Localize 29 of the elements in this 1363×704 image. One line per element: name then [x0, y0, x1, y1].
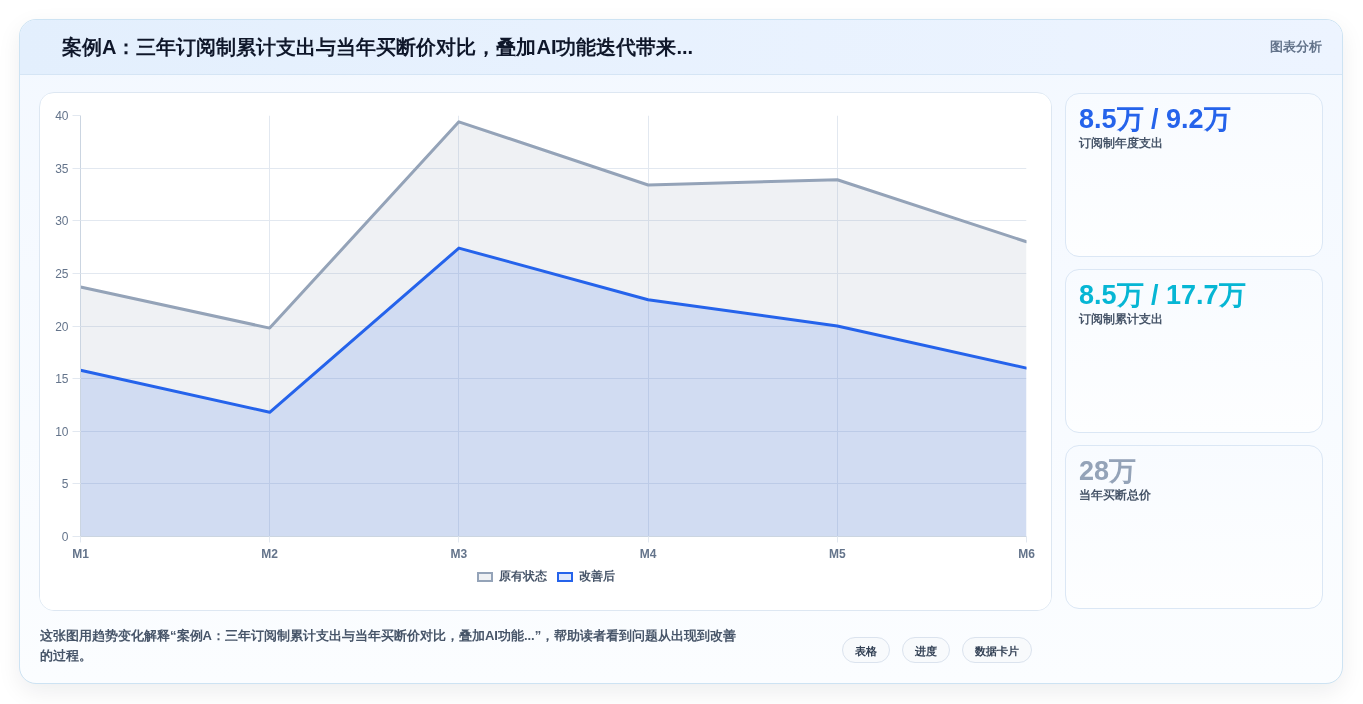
y-tick-label: 25	[55, 266, 69, 281]
text: 这张图用趋势变化解释“案例A：三年订阅制累计支出与当年买断价对比，叠加AI功能...”，帮助读者看到问题从出现到改善的过程。	[40, 627, 738, 665]
text: 订阅制累计支出	[1079, 311, 1164, 328]
legend-label: 改善后	[578, 568, 615, 585]
y-tick-label: 15	[55, 372, 69, 387]
x-tick-label: M4	[639, 546, 657, 561]
text: 进度	[902, 637, 950, 663]
text: 28万	[1079, 455, 1138, 487]
x-tick-label: M2	[261, 546, 279, 561]
y-tick-label: 0	[61, 530, 69, 544]
text: 表格	[842, 637, 890, 663]
text: 图表分析	[1270, 37, 1322, 56]
y-tick-label: 10	[55, 424, 69, 439]
text: 数据卡片	[962, 637, 1032, 663]
y-tick-label: 30	[55, 214, 69, 229]
y-tick-label: 35	[55, 161, 69, 176]
chart-title: 案例A：三年订阅制累计支出与当年买断价对比，叠加AI功能迭代带来...	[62, 34, 694, 60]
y-tick-label: 20	[55, 319, 69, 334]
x-tick-label: M6	[1018, 546, 1036, 561]
text: 订阅制年度支出	[1079, 135, 1164, 152]
x-tick-label: M3	[450, 546, 468, 561]
text: 8.5万 / 9.2万	[1079, 103, 1232, 135]
x-tick-label: M5	[828, 546, 846, 561]
legend-label: 原有状态	[498, 568, 547, 585]
y-tick-label: 5	[61, 477, 69, 492]
y-tick-label: 40	[55, 109, 69, 123]
text: 8.5万 / 17.7万	[1079, 279, 1247, 311]
text: 当年买断总价	[1079, 487, 1152, 504]
x-tick-label: M1	[72, 546, 90, 561]
